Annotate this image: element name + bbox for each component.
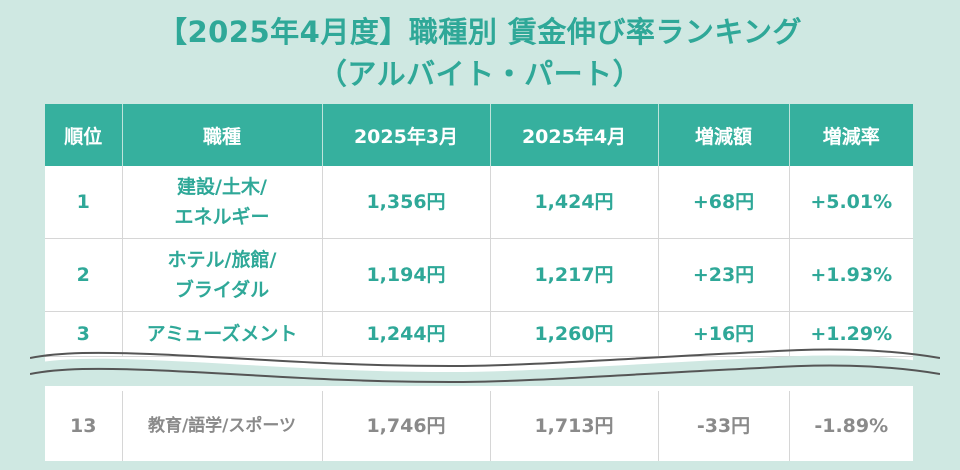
rank-cell: 2: [45, 238, 123, 312]
march-wage-cell: 1,244円: [322, 311, 491, 357]
header-april: 2025年4月: [490, 104, 659, 166]
rank-cell: 1: [45, 166, 123, 239]
page-subtitle: （アルバイト・パート）: [317, 57, 643, 91]
header-job: 職種: [122, 104, 323, 166]
job-line: エネルギー: [174, 206, 270, 228]
table-break-divider: [30, 348, 940, 386]
diff-cell: +23円: [658, 238, 790, 312]
diff-cell: +16円: [658, 311, 790, 357]
march-wage-cell: 1,746円: [322, 391, 491, 461]
rank-cell: 13: [45, 391, 123, 461]
job-cell: ホテル/旅館/ ブライダル: [122, 238, 323, 312]
job-cell: 教育/語学/スポーツ: [122, 391, 323, 461]
diff-cell: -33円: [658, 391, 790, 461]
page-title: 【2025年4月度】職種別 賃金伸び率ランキング: [157, 15, 803, 49]
rank-cell: 3: [45, 311, 123, 357]
header-diff: 増減額: [658, 104, 790, 166]
header-march: 2025年3月: [322, 104, 491, 166]
april-wage-cell: 1,260円: [490, 311, 659, 357]
rate-cell: -1.89%: [814, 415, 889, 437]
job-line: ホテル/旅館/: [167, 249, 277, 271]
header-rank: 順位: [45, 104, 123, 166]
april-wage-cell: 1,424円: [490, 166, 659, 239]
job-line: ブライダル: [174, 279, 270, 301]
job-cell: アミューズメント: [122, 311, 323, 357]
job-cell: 建設/土木/ エネルギー: [122, 166, 323, 239]
rate-cell: +5.01%: [789, 166, 913, 239]
april-wage-cell: 1,713円: [490, 391, 659, 461]
april-wage-cell: 1,217円: [490, 238, 659, 312]
march-wage-cell: 1,194円: [322, 238, 491, 312]
header-rate: 増減率: [789, 104, 913, 166]
job-line: 建設/土木/: [177, 176, 267, 198]
rate-cell: +1.93%: [789, 238, 913, 312]
table-row: 2 ホテル/旅館/ ブライダル 1,194円 1,217円 +23円 +1.93…: [45, 238, 913, 312]
table-row: 1 建設/土木/ エネルギー 1,356円 1,424円 +68円 +5.01%: [45, 166, 913, 239]
table-header-row: 順位 職種 2025年3月 2025年4月 増減額 増減率: [45, 104, 913, 166]
ranking-table: 順位 職種 2025年3月 2025年4月 増減額 増減率 1 建設/土木/ エ…: [45, 104, 913, 461]
table-row: 13 教育/語学/スポーツ 1,746円 1,713円 -33円 -1.89%: [45, 391, 913, 461]
diff-cell: +68円: [658, 166, 790, 239]
march-wage-cell: 1,356円: [322, 166, 491, 239]
